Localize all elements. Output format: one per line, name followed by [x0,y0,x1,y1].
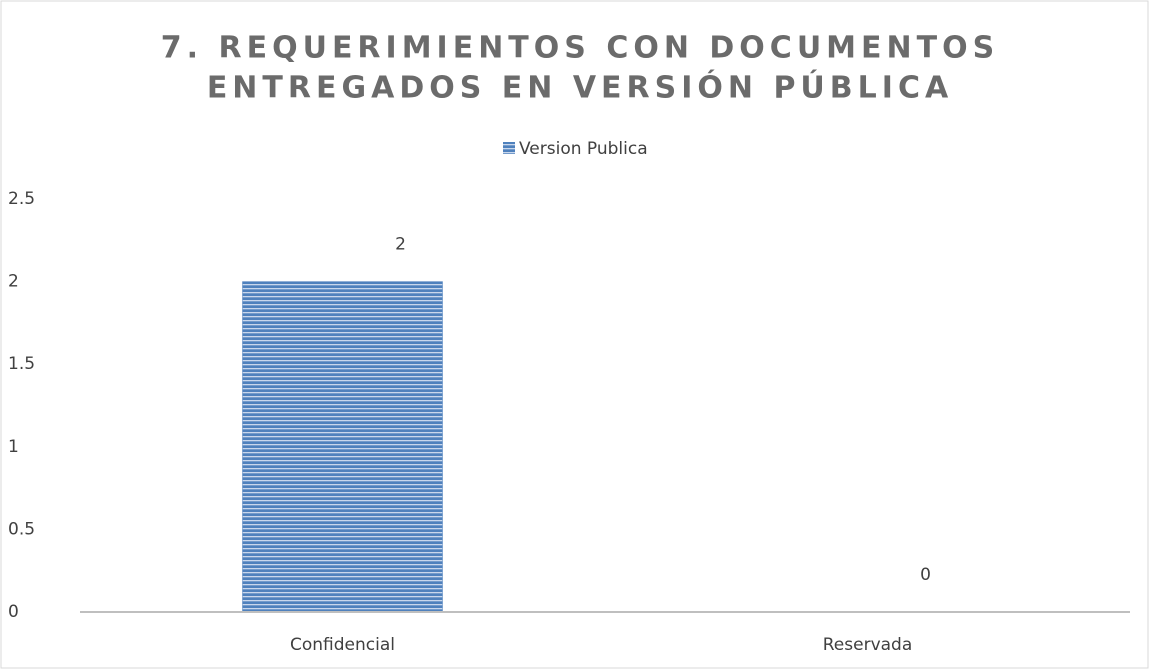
y-tick-label: 2.5 [8,189,35,209]
legend-label: Version Publica [519,139,648,159]
y-tick-label: 0 [8,602,19,622]
x-tick-label: Reservada [823,635,913,655]
y-tick-label: 1 [8,437,19,457]
y-tick-label: 2 [8,272,19,292]
chart-title: ENTREGADOS EN VERSIÓN PÚBLICA [207,69,953,106]
y-tick-label: 1.5 [8,354,35,374]
bar [242,281,443,613]
data-label: 2 [395,235,406,255]
chart-title: 7. REQUERIMIENTOS CON DOCUMENTOS [161,31,999,66]
data-label: 0 [920,565,931,585]
y-tick-label: 0.5 [8,519,35,539]
legend-swatch [503,142,515,154]
x-tick-label: Confidencial [290,635,395,655]
